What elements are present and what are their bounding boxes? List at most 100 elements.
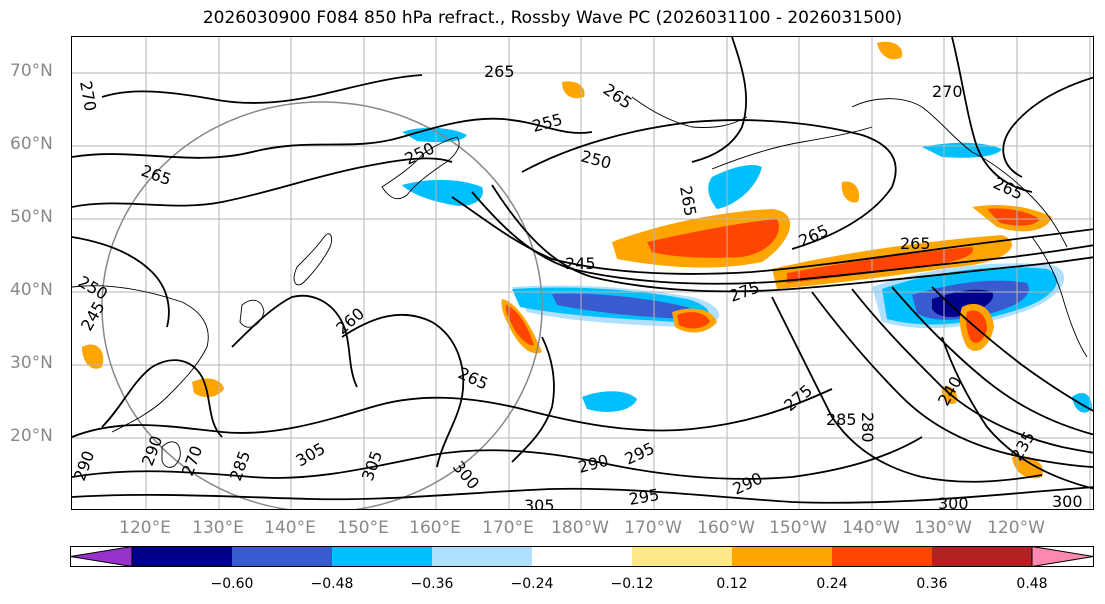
shade-orange-patch bbox=[562, 81, 585, 99]
shade-red-patch bbox=[677, 312, 710, 329]
contour-lines bbox=[72, 37, 1093, 504]
shade-orange-patch bbox=[82, 344, 104, 369]
shade-red-patch bbox=[787, 247, 973, 283]
lat-label-40n: 40°N bbox=[10, 280, 53, 300]
contour-label: 260 bbox=[332, 304, 368, 338]
shade-red-patch bbox=[505, 305, 534, 346]
shading-layer bbox=[82, 41, 1092, 479]
contour-label: 265 bbox=[990, 173, 1026, 203]
contour-label: 270 bbox=[932, 82, 963, 101]
lat-label-30n: 30°N bbox=[10, 353, 53, 373]
lon-label-140w: 140°W bbox=[842, 518, 900, 538]
contour-label: 255 bbox=[530, 110, 564, 136]
colorbar-tick-label: −0.36 bbox=[410, 576, 454, 592]
shade-blue-patch bbox=[708, 165, 762, 209]
contour-label: 300 bbox=[449, 457, 483, 493]
contour-label: 305 bbox=[358, 448, 386, 483]
lon-label-170e: 170°E bbox=[482, 518, 534, 538]
coastline-bering bbox=[631, 96, 748, 128]
colorbar-segment bbox=[332, 546, 433, 567]
contour-label: 265 bbox=[676, 184, 700, 217]
colorbar-tick-label: 0.24 bbox=[816, 576, 848, 592]
contour-label: 245 bbox=[565, 254, 596, 273]
contour-label: 295 bbox=[622, 438, 658, 468]
colorbar-tick-label: −0.12 bbox=[610, 576, 654, 592]
contour-label: 285 bbox=[826, 410, 857, 429]
colorbar-tick-label: 0.12 bbox=[716, 576, 748, 592]
contour-label: 265 bbox=[900, 234, 931, 253]
contour-label: 305 bbox=[293, 439, 329, 471]
lon-label-160e: 160°E bbox=[409, 518, 461, 538]
colorbar-tick-label: −0.60 bbox=[210, 576, 254, 592]
coastline-north-america bbox=[1031, 236, 1088, 358]
contour-line bbox=[951, 37, 1033, 193]
chart-title: 2026030900 F084 850 hPa refract., Rossby… bbox=[202, 8, 903, 28]
contour-line bbox=[891, 286, 1093, 436]
lon-label-130w: 130°W bbox=[914, 518, 972, 538]
lat-label-50n: 50°N bbox=[10, 207, 53, 227]
contour-line bbox=[72, 236, 170, 328]
coastline-japan bbox=[293, 233, 333, 286]
contour-line bbox=[72, 157, 453, 208]
gridlines bbox=[72, 37, 1093, 509]
contour-line bbox=[851, 288, 1093, 454]
contour-label: 290 bbox=[730, 468, 766, 498]
colorbar-segment bbox=[732, 546, 833, 567]
contour-line bbox=[72, 388, 833, 438]
contour-label: 250 bbox=[579, 147, 613, 173]
colorbar-extend-low bbox=[70, 546, 133, 568]
contour-line bbox=[101, 359, 223, 438]
contour-line bbox=[771, 296, 1043, 483]
map-panel: 270 265 265 255 250 250 265 270 265 245 … bbox=[71, 36, 1094, 510]
contour-label: 305 bbox=[524, 496, 555, 510]
coastline-china bbox=[72, 285, 209, 433]
lon-label-120w: 120°W bbox=[987, 518, 1045, 538]
contour-line bbox=[931, 286, 1093, 412]
contour-label: 275 bbox=[727, 277, 762, 305]
colorbar-tick-label: −0.48 bbox=[310, 576, 354, 592]
colorbar-segment bbox=[432, 546, 533, 567]
contour-line bbox=[811, 291, 1093, 468]
colorbar-extend-high bbox=[1031, 546, 1094, 568]
contour-label: 265 bbox=[484, 62, 515, 81]
contour-label: 275 bbox=[780, 381, 816, 415]
shade-red-patch bbox=[966, 310, 987, 343]
coastline-korea bbox=[239, 299, 265, 328]
contour-line bbox=[72, 486, 1093, 504]
contour-label: 265 bbox=[455, 363, 491, 393]
contour-line bbox=[491, 184, 1093, 293]
contour-label: 300 bbox=[938, 494, 969, 510]
contour-label: 265 bbox=[600, 80, 636, 113]
contour-line bbox=[941, 336, 1093, 490]
contour-label: 250 bbox=[402, 138, 438, 168]
lon-label-120e: 120°E bbox=[119, 518, 171, 538]
contour-line bbox=[72, 117, 593, 159]
colorbar-segment bbox=[932, 546, 1033, 567]
contour-label: 280 bbox=[858, 412, 877, 443]
shade-red-patch bbox=[647, 219, 779, 258]
coastline-alaska bbox=[851, 98, 1068, 248]
colorbar-tick-label: 0.36 bbox=[916, 576, 948, 592]
contour-label: 270 bbox=[76, 79, 100, 112]
colorbar-segment bbox=[232, 546, 333, 567]
great-circle-outline bbox=[101, 101, 543, 509]
lon-label-180w: 180°W bbox=[551, 518, 609, 538]
contour-line bbox=[1002, 76, 1093, 178]
lat-label-70n: 70°N bbox=[10, 61, 53, 81]
contour-label: 285 bbox=[226, 448, 254, 483]
shade-orange-patch bbox=[1012, 456, 1043, 479]
lon-label-140e: 140°E bbox=[264, 518, 316, 538]
colorbar-tick-label: 0.48 bbox=[1016, 576, 1048, 592]
contour-label: 290 bbox=[72, 448, 98, 483]
colorbar-segment bbox=[132, 546, 233, 567]
shade-orange-patch bbox=[841, 181, 860, 203]
contour-label: 245 bbox=[77, 298, 109, 334]
contour-line bbox=[72, 436, 923, 480]
colorbar-tick-label: −0.24 bbox=[510, 576, 554, 592]
contour-line bbox=[101, 74, 423, 104]
contour-label: 265 bbox=[139, 161, 174, 189]
shade-darkblue-patch bbox=[552, 293, 695, 319]
contour-line bbox=[521, 119, 897, 250]
shade-blue-patch bbox=[582, 391, 637, 412]
colorbar bbox=[70, 546, 1094, 568]
